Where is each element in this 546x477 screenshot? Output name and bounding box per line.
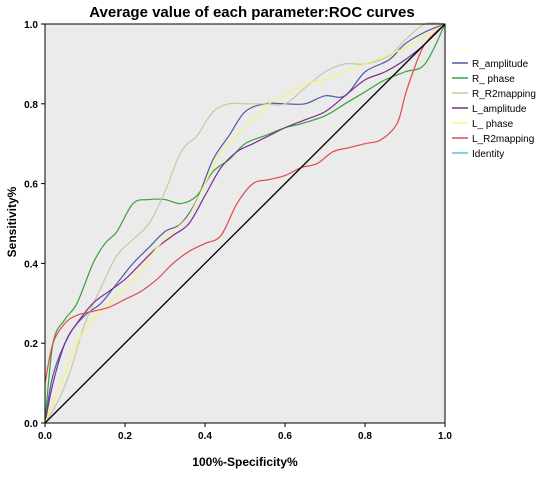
chart-title: Average value of each parameter:ROC curv… xyxy=(89,4,414,21)
series-line-l-r2mapping xyxy=(44,23,446,384)
y-tick-label: 0.6 xyxy=(24,180,38,191)
x-tick-label: 0.2 xyxy=(118,431,132,442)
x-tick-label: 0.4 xyxy=(198,431,212,442)
y-tick-label: 1.0 xyxy=(24,20,38,31)
x-tick-label: 1.0 xyxy=(438,431,452,442)
x-tick-label: 0.0 xyxy=(38,431,52,442)
y-tick-label: 0.4 xyxy=(24,259,38,270)
legend-item-label: R_R2mapping xyxy=(472,89,536,100)
series-layer xyxy=(44,22,446,424)
legend-item-label: Identity xyxy=(472,149,504,160)
legend-item-label: R_ phase xyxy=(472,74,515,85)
x-axis-label: 100%-Specificity% xyxy=(192,455,298,469)
legend-item-label: L_ phase xyxy=(472,119,514,130)
y-tick-label: 0.2 xyxy=(24,339,38,350)
axes-layer: 0.0 0.2 0.4 0.6 0.8 1.0 0.0 0.2 0.4 0.6 0.8 1.0 xyxy=(24,20,452,442)
y-tick-label: 0.8 xyxy=(24,100,38,111)
legend-item-label: L_amplitude xyxy=(472,104,527,115)
series-line-r-phase xyxy=(44,23,446,424)
y-tick-label: 0.0 xyxy=(24,419,38,430)
series-line-l-phase xyxy=(44,23,446,424)
legend-item-label: R_amplitude xyxy=(472,59,529,70)
series-line-r-amplitude xyxy=(44,23,446,424)
legend-item-label: L_R2mapping xyxy=(472,134,534,145)
y-axis-label: Sensitivity% xyxy=(5,186,19,257)
x-tick-label: 0.6 xyxy=(278,431,292,442)
legend: R_amplitude R_ phase R_R2mapping L_amplitud… xyxy=(452,59,536,160)
series-line-identity xyxy=(44,23,446,424)
plot-frame xyxy=(44,23,446,424)
x-tick-label: 0.8 xyxy=(358,431,372,442)
series-line-l-amplitude xyxy=(44,23,446,424)
